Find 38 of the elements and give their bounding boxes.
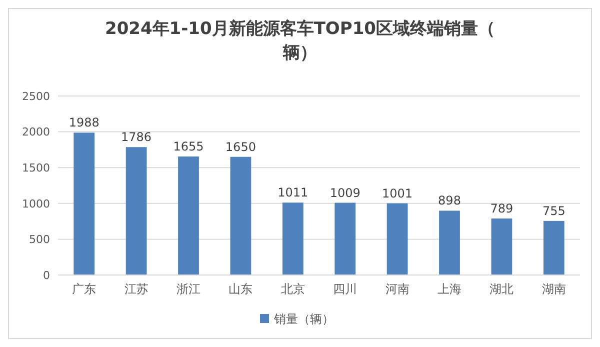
data-label: 755 [542, 204, 566, 218]
data-label: 1655 [173, 140, 204, 154]
bar [439, 210, 460, 275]
x-tick-label: 北京 [280, 282, 305, 296]
bar [334, 202, 356, 275]
x-tick-label: 湖北 [490, 282, 514, 296]
bar [282, 202, 304, 275]
y-tick-label: 1000 [22, 197, 50, 210]
data-label: 1786 [121, 130, 152, 144]
x-tick-label: 湖南 [542, 282, 566, 296]
bar [126, 147, 147, 275]
x-tick-label: 河南 [385, 282, 410, 296]
data-label: 1650 [225, 140, 256, 154]
bar [386, 203, 408, 275]
data-label: 789 [490, 202, 514, 216]
data-label: 1001 [382, 186, 413, 200]
x-tick-label: 四川 [333, 282, 358, 296]
data-label: 898 [438, 194, 461, 208]
bar [543, 220, 564, 275]
data-label: 1011 [278, 186, 308, 200]
data-label: 1009 [330, 186, 360, 200]
y-tick-label: 500 [29, 233, 50, 246]
x-tick-label: 广东 [72, 282, 96, 296]
y-tick-label: 0 [43, 268, 50, 282]
bar [230, 156, 252, 275]
x-tick-label: 上海 [438, 282, 462, 296]
bar [178, 156, 199, 275]
y-tick-label: 2000 [22, 126, 50, 139]
y-tick-label: 1500 [22, 161, 50, 174]
data-label: 1988 [68, 116, 100, 130]
bar [74, 132, 95, 275]
x-tick-label: 江苏 [124, 282, 148, 296]
y-tick-label: 2500 [22, 90, 50, 103]
chart-title: 2024年1-10月新能源客车TOP10区域终端销量（辆） [104, 19, 496, 63]
x-tick-label: 山东 [228, 282, 253, 296]
legend-label: 销量（辆） [273, 312, 334, 326]
x-tick-label: 浙江 [176, 282, 200, 296]
bar [491, 218, 512, 275]
